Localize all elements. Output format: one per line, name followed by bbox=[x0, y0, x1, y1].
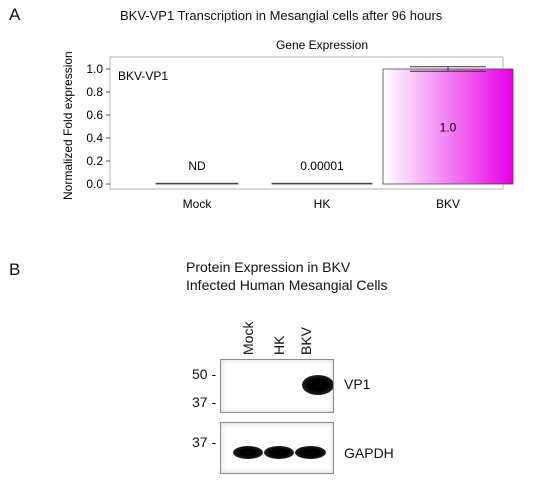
y-tick-label-3: 0.6 bbox=[86, 108, 103, 122]
y-tick-label-5: 1.0 bbox=[86, 62, 103, 76]
bars-group: ND 0.00001 1.0 bbox=[155, 66, 514, 185]
x-tick-label-hk: HK bbox=[314, 197, 331, 211]
value-label-hk: 0.00001 bbox=[300, 159, 344, 173]
y-tick-label-2: 0.4 bbox=[86, 131, 103, 145]
panel-b-title-line2: Infected Human Mesangial Cells bbox=[186, 277, 388, 293]
gapdh-band-bkv bbox=[295, 446, 326, 459]
panel-a-letter: A bbox=[9, 5, 21, 24]
y-axis-label: Normalized Fold expression bbox=[61, 51, 75, 200]
y-axis: 0.0 0.2 0.4 0.6 0.8 1.0 bbox=[86, 62, 110, 191]
lane-label-hk: HK bbox=[271, 335, 287, 355]
panel-b-title-line1: Protein Expression in BKV bbox=[186, 259, 351, 275]
x-axis-labels: Mock HK BKV bbox=[183, 197, 460, 211]
marker-37-gapdh: 37 - bbox=[192, 434, 217, 450]
gapdh-band-hk bbox=[264, 446, 294, 459]
gapdh-band-mock bbox=[233, 446, 263, 459]
y-tick-label-0: 0.0 bbox=[86, 177, 103, 191]
gene-expression-chart: Gene Expression Normalized Fold expressi… bbox=[61, 38, 514, 211]
value-label-mock: ND bbox=[188, 159, 206, 173]
series-label: BKV-VP1 bbox=[118, 69, 168, 83]
panel-b-letter: B bbox=[9, 260, 21, 279]
panel-a-title: BKV-VP1 Transcription in Mesangial cells… bbox=[120, 8, 443, 23]
value-label-bkv: 1.0 bbox=[440, 121, 457, 135]
gapdh-label: GAPDH bbox=[344, 445, 394, 461]
y-tick-label-4: 0.8 bbox=[86, 85, 103, 99]
x-tick-label-bkv: BKV bbox=[436, 197, 460, 211]
marker-37-vp1: 37 - bbox=[192, 394, 217, 410]
bar-hk bbox=[271, 182, 373, 185]
vp1-label: VP1 bbox=[344, 376, 371, 392]
vp1-blot bbox=[220, 359, 334, 413]
marker-50: 50 - bbox=[192, 366, 217, 382]
lane-label-bkv: BKV bbox=[298, 326, 314, 355]
x-tick-label-mock: Mock bbox=[183, 197, 213, 211]
lane-label-mock: Mock bbox=[240, 321, 256, 355]
vp1-band-bkv bbox=[302, 375, 333, 395]
y-tick-label-1: 0.2 bbox=[86, 154, 103, 168]
gapdh-blot bbox=[220, 422, 334, 474]
bar-mock bbox=[155, 182, 239, 185]
chart-title: Gene Expression bbox=[276, 38, 368, 52]
